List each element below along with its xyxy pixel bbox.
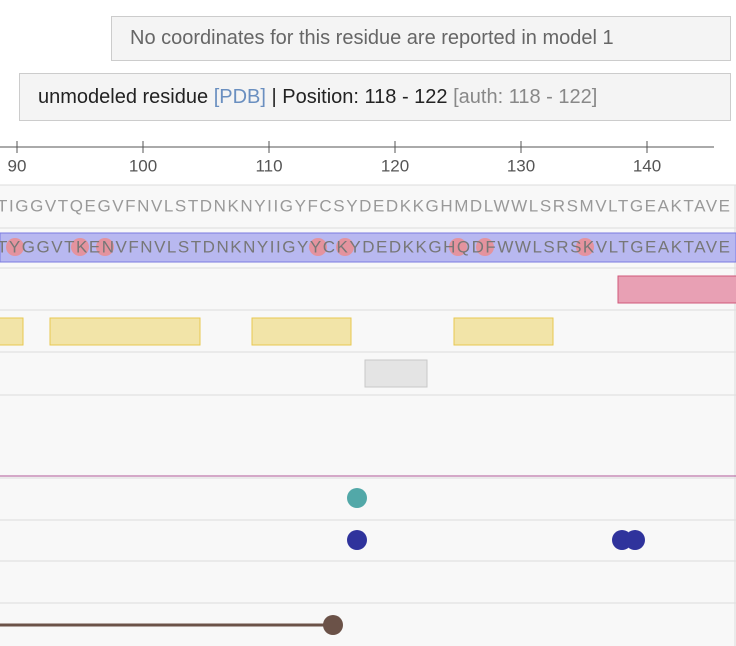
feature-pink[interactable] <box>617 275 736 304</box>
tooltip-text: No coordinates for this residue are repo… <box>130 27 614 49</box>
feature-yellow[interactable] <box>0 317 554 346</box>
residue-label: unmodeled residue <box>38 85 209 108</box>
coordinates-tooltip: No coordinates for this residue are repo… <box>111 16 731 61</box>
residue-tooltip: unmodeled residue [PDB] | Position: 118 … <box>19 73 731 121</box>
position-text: | Position: 118 - 122 <box>271 85 448 108</box>
axis-tick-label: 120 <box>381 156 409 175</box>
bond-end[interactable] <box>323 615 343 635</box>
feature-dots[interactable] <box>347 530 645 550</box>
variant-markers <box>6 238 594 256</box>
auth-text: [auth: 118 - 122] <box>453 85 598 108</box>
axis-tick-label: 140 <box>633 156 661 175</box>
variant-band <box>0 232 736 263</box>
sequence: TIGGVTQEGVFNVLSTDNKNYIIGYFCSYDEDKKGHMDLW… <box>0 196 730 215</box>
axis-tick-label: 100 <box>129 156 157 175</box>
axis-tick-label: 90 <box>8 156 27 175</box>
feature-dot[interactable] <box>347 488 367 508</box>
axis-tick-label: 110 <box>255 156 282 175</box>
pdb-link[interactable]: [PDB] <box>213 85 266 108</box>
feature-grey[interactable] <box>364 359 428 388</box>
variant-sequence: TYGGVTKENVFNVLSTDNKNYIIGYYCKYDEDKKGHQDFW… <box>0 237 730 256</box>
axis-tick-label: 130 <box>507 156 535 175</box>
row-separators <box>0 184 736 646</box>
